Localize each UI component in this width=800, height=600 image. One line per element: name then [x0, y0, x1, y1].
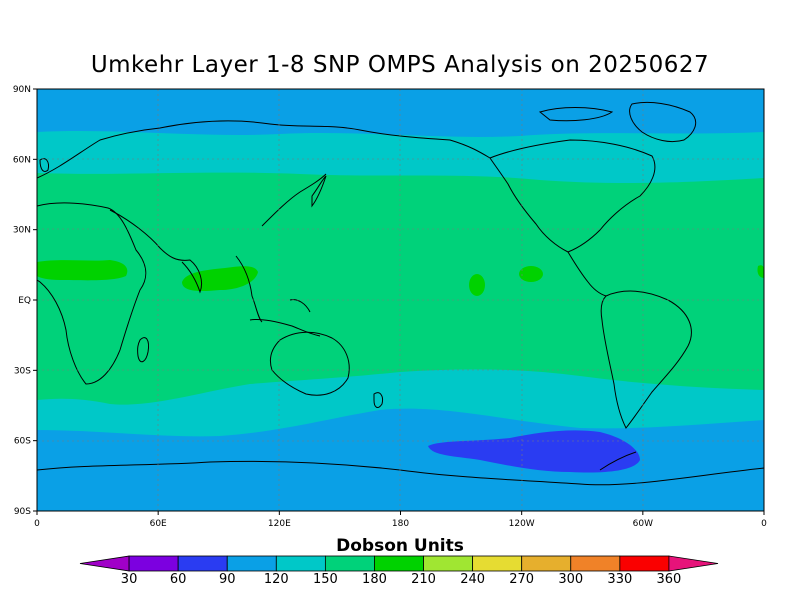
lat-tick-label: EQ — [18, 296, 31, 306]
colorbar-label: 120 — [264, 572, 289, 587]
tropical-high-africa — [37, 260, 128, 281]
lat-tick-label: 60S — [14, 437, 31, 447]
latitude-axis: 90N 60N 30N EQ 30S 60S 90S — [13, 85, 37, 517]
colorbar-swatch — [79, 555, 130, 572]
colorbar-swatch — [521, 555, 572, 572]
band-150-180 — [37, 172, 764, 405]
lat-tick-label: 90S — [14, 507, 31, 517]
colorbar-label: 180 — [362, 572, 387, 587]
colorbar-swatch — [177, 555, 228, 572]
longitude-axis: 0 60E 120E 180 120W 60W 0 — [34, 511, 767, 529]
lat-tick-label: 30S — [14, 366, 31, 376]
lat-tick-label: 90N — [13, 85, 31, 95]
colorbar: 30 60 90 120 150 180 210 240 270 300 330 360 — [79, 555, 719, 587]
colorbar-swatch — [275, 555, 326, 572]
lon-tick-label: 60E — [150, 519, 167, 529]
map-title: Umkehr Layer 1-8 SNP OMPS Analysis on 20… — [90, 52, 710, 78]
colorbar-swatch — [324, 555, 375, 572]
colorbar-swatch — [226, 555, 277, 572]
lat-tick-label: 30N — [13, 226, 31, 236]
colorbar-label: 60 — [170, 572, 187, 587]
colorbar-label: 150 — [313, 572, 338, 587]
colorbar-label: 90 — [219, 572, 236, 587]
colorbar-title: Dobson Units — [336, 536, 464, 556]
tropical-high-pacific-1 — [469, 274, 485, 296]
ozone-field — [37, 89, 764, 511]
lon-tick-label: 0 — [34, 519, 40, 529]
lon-tick-label: 120W — [509, 519, 535, 529]
colorbar-label: 210 — [411, 572, 436, 587]
gridlines — [37, 89, 764, 511]
colorbar-swatch — [570, 555, 621, 572]
colorbar-label: 270 — [509, 572, 534, 587]
colorbar-swatch — [423, 555, 474, 572]
colorbar-label: 30 — [121, 572, 138, 587]
colorbar-label: 240 — [460, 572, 485, 587]
lon-tick-label: 120E — [268, 519, 291, 529]
lat-tick-label: 60N — [13, 155, 31, 165]
lon-tick-label: 0 — [761, 519, 767, 529]
tropical-high-atlantic — [757, 265, 764, 278]
coastlines — [37, 101, 764, 486]
colorbar-label: 330 — [607, 572, 632, 587]
tropical-high-pacific-2 — [519, 266, 543, 282]
colorbar-label: 300 — [558, 572, 583, 587]
lon-tick-label: 60W — [633, 519, 653, 529]
colorbar-swatch — [472, 555, 523, 572]
colorbar-label: 360 — [657, 572, 682, 587]
colorbar-swatch — [374, 555, 424, 572]
lon-tick-label: 180 — [392, 519, 409, 529]
colorbar-swatch — [128, 555, 179, 572]
colorbar-swatch — [619, 555, 670, 572]
colorbar-swatch — [668, 555, 719, 572]
tropical-high-india — [182, 266, 258, 292]
